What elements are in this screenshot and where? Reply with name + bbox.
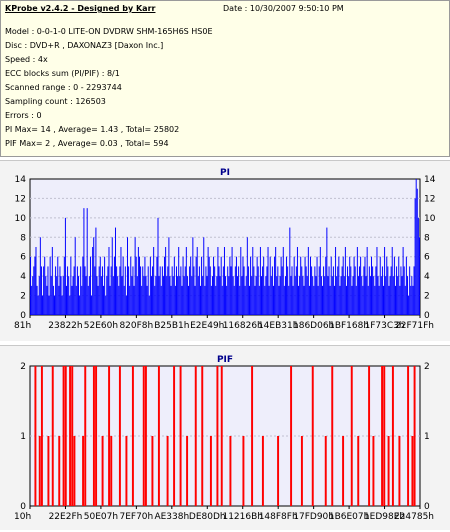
pif-chart: PIF 0 0 1 1 2 2 10h 22E2Fh 50E07h 7EF70h AE338h DE80… bbox=[14, 355, 434, 522]
y-tick-label-left: 0 bbox=[20, 311, 26, 321]
y-tick-label-right: 14 bbox=[424, 175, 436, 185]
pif-summary-line: PIF Max= 2 , Average= 0.03 , Total= 594 bbox=[5, 139, 169, 148]
y-tick-label-right: 0 bbox=[424, 311, 430, 321]
x-tick-label: 22E2Fh bbox=[49, 512, 83, 522]
x-tick-label: 50E07h bbox=[84, 512, 118, 522]
y-tick-label-left: 14 bbox=[15, 175, 27, 185]
y-tick-label-right: 10 bbox=[424, 214, 436, 224]
pif-chart-panel: PIF 0 0 1 1 2 2 10h 22E2Fh 50E07h 7EF70h AE338h DE80… bbox=[0, 345, 450, 530]
y-tick-label-right: 2 bbox=[424, 292, 430, 302]
x-tick-label: 224785h bbox=[394, 512, 434, 522]
y-tick-label-left: 1 bbox=[20, 432, 26, 442]
x-tick-label: 7EF70h bbox=[119, 512, 153, 522]
x-tick-label: 11216Bh bbox=[222, 512, 263, 522]
app-title: KProbe v2.4.2 - Designed by Karr bbox=[5, 4, 156, 13]
y-tick-label-left: 8 bbox=[20, 233, 26, 243]
plot-area bbox=[29, 365, 421, 507]
x-tick-label: 1B6E07h bbox=[329, 512, 369, 522]
y-tick-label-right: 8 bbox=[424, 233, 430, 243]
x-tick-label: 81h bbox=[14, 321, 31, 331]
y-tick-label-left: 2 bbox=[20, 292, 26, 302]
y-tick-label-left: 4 bbox=[20, 272, 26, 282]
x-tick-label: 1F73C3h bbox=[365, 321, 405, 331]
x-tick-label: DE80Dh bbox=[189, 512, 226, 522]
x-tick-label: 1ED98Eh bbox=[364, 512, 405, 522]
y-tick-label-right: 4 bbox=[424, 272, 430, 282]
y-tick-label-right: 2 bbox=[424, 362, 430, 372]
chart-title: PI bbox=[220, 168, 230, 178]
pi-chart: PI 0 0 2 2 4 4 6 6 8 8 10 10 12 12 14 14 81h 23822h 52E60h 8… bbox=[14, 168, 436, 331]
x-tick-label: 148F8Fh bbox=[259, 512, 298, 522]
x-tick-label: 22F71Fh bbox=[395, 321, 434, 331]
disc-line: Disc : DVD+R , DAXONAZ3 [Daxon Inc.] bbox=[5, 41, 164, 50]
x-tick-label: 116826h bbox=[223, 321, 263, 331]
pi-summary-line: PI Max= 14 , Average= 1.43 , Total= 2580… bbox=[5, 125, 180, 134]
x-tick-label: 10h bbox=[14, 512, 31, 522]
x-tick-label: 17FD90h bbox=[293, 512, 334, 522]
y-tick-label-right: 12 bbox=[424, 194, 435, 204]
x-tick-label: AE338h bbox=[154, 512, 189, 522]
ecc-line: ECC blocks sum (PI/PIF) : 8/1 bbox=[5, 69, 120, 78]
y-tick-label-right: 1 bbox=[424, 432, 430, 442]
pi-chart-panel: PI 0 0 2 2 4 4 6 6 8 8 10 10 12 12 14 14 81h 23822h 52E60h 8… bbox=[0, 160, 450, 341]
y-tick-label-left: 2 bbox=[20, 362, 26, 372]
x-tick-label: 52E60h bbox=[84, 321, 118, 331]
info-panel: KProbe v2.4.2 - Designed by Karr Date : … bbox=[0, 0, 450, 157]
range-line: Scanned range : 0 - 2293744 bbox=[5, 83, 122, 92]
model-line: Model : 0-0-1-0 LITE-ON DVDRW SHM-165H6S… bbox=[5, 27, 213, 36]
y-tick-label-right: 0 bbox=[424, 502, 430, 512]
sampling-line: Sampling count : 126503 bbox=[5, 97, 106, 106]
speed-line: Speed : 4x bbox=[5, 55, 48, 64]
x-tick-label: 1BF168h bbox=[329, 321, 369, 331]
scan-date: Date : 10/30/2007 9:50:10 PM bbox=[223, 4, 344, 13]
x-tick-label: E2E49h bbox=[190, 321, 224, 331]
errors-line: Errors : 0 bbox=[5, 111, 42, 120]
x-tick-label: 820F8h bbox=[119, 321, 153, 331]
y-tick-label-right: 6 bbox=[424, 253, 430, 263]
y-tick-label-left: 6 bbox=[20, 253, 26, 263]
chart-title: PIF bbox=[217, 355, 233, 365]
y-tick-label-left: 12 bbox=[15, 194, 26, 204]
x-tick-label: 23822h bbox=[48, 321, 82, 331]
y-tick-label-left: 10 bbox=[15, 214, 27, 224]
x-tick-label: 14EB31h bbox=[258, 321, 298, 331]
x-tick-label: B25B1h bbox=[154, 321, 189, 331]
x-tick-label: 186D06h bbox=[293, 321, 334, 331]
y-tick-label-left: 0 bbox=[20, 502, 26, 512]
